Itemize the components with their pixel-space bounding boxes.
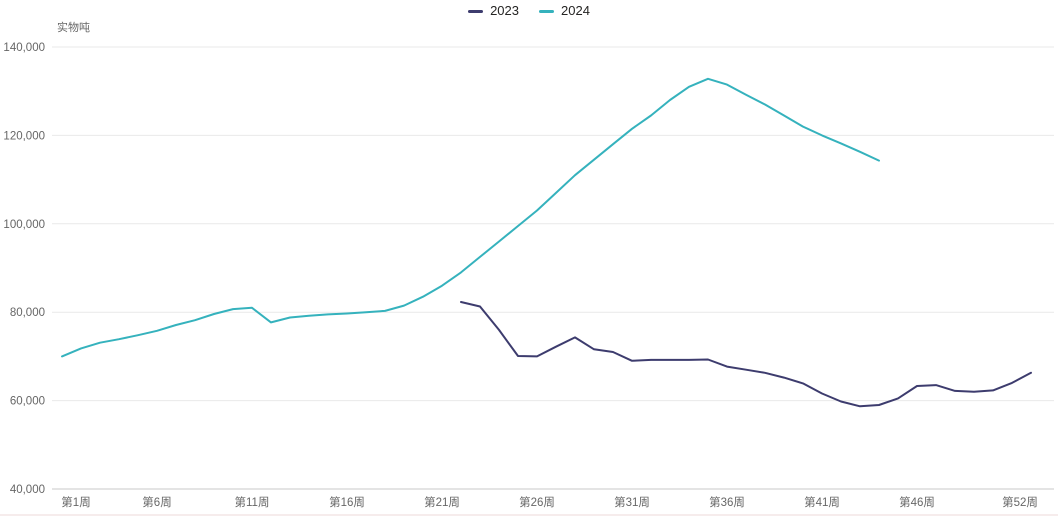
x-axis-tick-label: 第36周 [709,495,745,509]
legend-item-2023[interactable]: 2023 [468,2,519,20]
y-axis-unit-label: 实物吨 [57,22,90,34]
y-axis-tick-label: 100,000 [3,219,45,231]
series-line-2024[interactable] [61,77,880,358]
legend-item-2024[interactable]: 2024 [539,2,590,20]
x-axis-tick-label: 第52周 [1002,495,1038,509]
legend-swatch-icon [468,9,484,13]
x-axis-tick-label: 第6周 [142,495,171,509]
y-axis-tick-label: 40,000 [10,484,45,496]
legend-swatch-icon [539,9,554,13]
legend-label: 2024 [561,3,590,18]
series-line-2023[interactable] [460,301,1032,408]
x-axis-tick-label: 第41周 [804,495,840,509]
x-axis-tick-label: 第26周 [519,495,555,509]
x-axis-tick-label: 第46周 [899,495,935,509]
y-axis-tick-label: 140,000 [3,42,45,54]
chart-legend: 2023 2024 [0,2,1058,20]
y-axis-tick-label: 120,000 [3,130,45,142]
x-axis-tick-label: 第21周 [424,495,460,509]
bottom-edge-divider [0,514,1058,516]
legend-label: 2023 [490,3,519,18]
x-axis-tick-label: 第1周 [61,495,90,509]
y-axis-tick-label: 80,000 [10,307,45,319]
x-axis-tick-label: 第16周 [329,495,365,509]
x-axis-tick-label: 第11周 [235,495,270,509]
x-axis-tick-label: 第31周 [614,495,650,509]
y-axis-tick-label: 60,000 [10,396,45,408]
